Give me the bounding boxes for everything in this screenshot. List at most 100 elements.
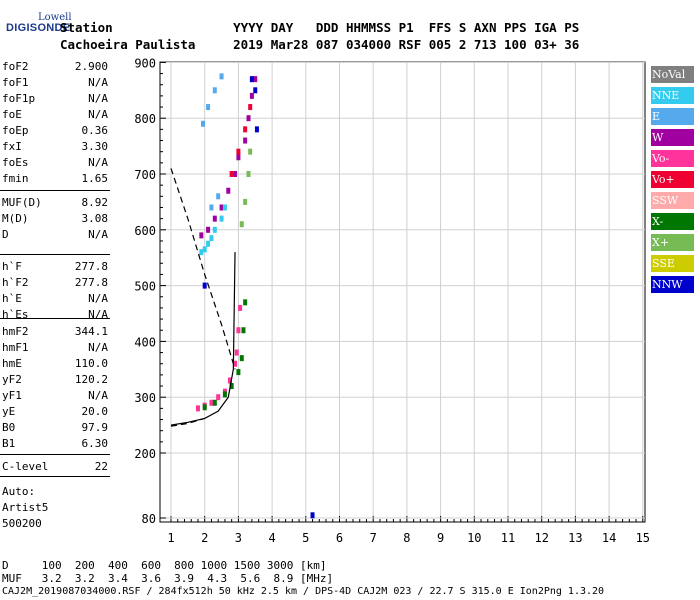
param-value: N/A [88, 389, 108, 402]
param-name: h`F [2, 260, 22, 273]
panel-separator [0, 190, 110, 191]
param-value: 277.8 [74, 276, 108, 289]
echo-point-e [201, 120, 206, 127]
param-value: N/A [88, 92, 108, 105]
x-tick-label: 10 [467, 531, 481, 545]
echo-point-vo [234, 349, 239, 356]
param-value: 110.0 [74, 357, 108, 370]
param-value: 277.8 [74, 260, 108, 273]
param-name: yE [2, 405, 16, 418]
echo-point-x [202, 404, 207, 411]
legend-item-vo: Vo- [651, 150, 694, 167]
echo-point-w [243, 137, 248, 144]
x-tick-label: 7 [370, 531, 377, 545]
echo-point-w [236, 154, 241, 161]
legend-item-nnw: NNW [651, 276, 694, 293]
param-name: yF2 [2, 373, 22, 386]
param-row-fof1: foF1 N/A [2, 75, 108, 91]
echo-point-nne [199, 249, 204, 256]
echo-point-x [246, 171, 251, 177]
logo-product: DIGISONDE [6, 22, 71, 34]
x-tick-label: 11 [501, 531, 515, 545]
param-row-d: D N/A [2, 227, 108, 243]
param-row-foe: foE N/A [2, 107, 108, 123]
y-tick-label: 600 [134, 224, 156, 238]
echo-point-vo [209, 399, 214, 406]
echo-point-w [249, 92, 254, 99]
echo-point-w [206, 226, 211, 233]
echo-point-vo [227, 377, 232, 384]
legend-item-e: E [651, 108, 694, 125]
x-tick-label: 4 [268, 531, 275, 545]
param-value: N/A [88, 292, 108, 305]
param-name: M(D) [2, 212, 29, 225]
echo-point-nnw [254, 126, 259, 133]
echo-point-nnw [202, 282, 207, 289]
param-name: hmF2 [2, 325, 29, 338]
y-tick-label: 900 [134, 56, 156, 70]
param-row-hf2: h`F2 277.8 [2, 275, 108, 291]
panel-separator [0, 254, 110, 255]
y-tick-label: 700 [134, 168, 156, 182]
y-tick-label: 500 [134, 280, 156, 294]
param-name: foE [2, 108, 22, 121]
param-value: 3.08 [81, 212, 109, 225]
auto-scaling-info: Artist5 [2, 501, 49, 514]
x-tick-label: 5 [302, 531, 309, 545]
x-tick-label: 9 [437, 531, 444, 545]
param-name: B0 [2, 421, 16, 434]
param-value: 120.2 [74, 373, 108, 386]
echo-point-x [241, 327, 246, 334]
echo-point-e [219, 73, 224, 80]
echo-point-vo [216, 394, 221, 401]
echo-point-w [212, 215, 217, 222]
x-tick-label: 15 [636, 531, 650, 545]
legend-item-w: W [651, 129, 694, 146]
param-name: foEs [2, 156, 29, 169]
param-row-fof2: foF2 2.900 [2, 59, 108, 75]
param-name: foF1 [2, 76, 29, 89]
footer-distance-row: D 100 200 400 600 800 1000 1500 3000 [km… [2, 559, 327, 572]
panel-separator [0, 318, 110, 319]
x-tick-label: 2 [201, 531, 208, 545]
footer-muf-row: MUF 3.2 3.2 3.4 3.6 3.9 4.3 5.6 8.9 [MHz… [2, 572, 334, 585]
param-name: fmin [2, 172, 29, 185]
param-name: foF1p [2, 92, 36, 105]
echo-point-vo [195, 405, 200, 412]
legend-item-x: X- [651, 213, 694, 230]
param-value: 20.0 [81, 405, 109, 418]
echo-point-nne [202, 246, 207, 253]
y-tick-label: 80 [142, 512, 156, 526]
echo-point-vo [236, 327, 241, 334]
y-tick-label: 300 [134, 391, 156, 405]
echo-point-nne [212, 226, 217, 233]
echo-point-w [219, 204, 224, 211]
param-name: B1 [2, 437, 16, 450]
param-value: 8.92 [81, 196, 109, 209]
param-name: hmE [2, 357, 22, 370]
param-row-fmin: fmin 1.65 [2, 171, 108, 187]
x-tick-label: 3 [235, 531, 242, 545]
param-name: MUF(D) [2, 196, 42, 209]
param-name: foEp [2, 124, 29, 137]
param-value: 97.9 [81, 421, 109, 434]
echo-point-vo [233, 360, 238, 367]
echo-point-nnw [253, 87, 258, 94]
y-tick-label: 400 [134, 335, 156, 349]
profile-extrapolated-low [170, 417, 205, 427]
param-row-hmf1: hmF1 N/A [2, 340, 108, 356]
param-row-b0: B0 97.9 [2, 420, 108, 436]
echo-point-x [229, 383, 234, 390]
param-value: N/A [88, 228, 108, 241]
echo-point-x [243, 299, 248, 306]
param-name: h`Es [2, 308, 29, 321]
param-value: 22 [94, 460, 108, 473]
legend-item-vo: Vo+ [651, 171, 694, 188]
echo-point-nne [209, 235, 214, 242]
param-name: h`E [2, 292, 22, 305]
param-value: 1.65 [81, 172, 109, 185]
echo-point-w [253, 76, 258, 83]
echo-point-x [239, 355, 244, 362]
param-value: N/A [88, 108, 108, 121]
